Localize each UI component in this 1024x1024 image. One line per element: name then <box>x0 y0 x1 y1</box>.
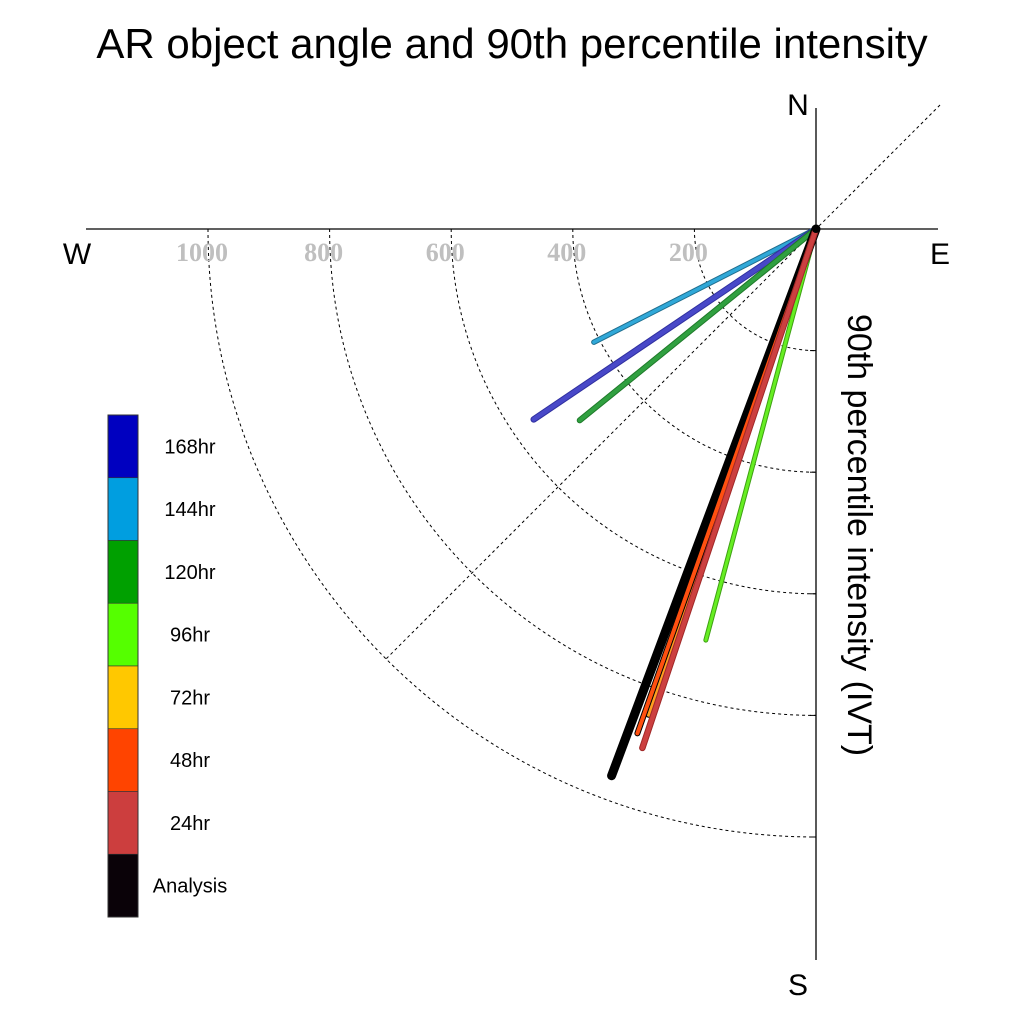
legend: 168hr 144hr 120hr 96hr 72hr 48hr 24hr Analysis <box>107 414 227 918</box>
legend-label: 24hr <box>170 813 210 835</box>
radial-gridline <box>207 228 817 838</box>
radial-tick-label: 800 <box>304 238 343 267</box>
legend-label: 168hr <box>164 436 215 458</box>
series-vector <box>592 227 818 344</box>
radial-tick-label: 600 <box>426 238 465 267</box>
series-vectors <box>530 224 821 781</box>
origin-point <box>812 225 820 233</box>
compass-axes <box>86 108 938 960</box>
radial-gridline <box>329 228 817 716</box>
series-vector <box>577 227 818 423</box>
legend-swatch <box>107 414 139 479</box>
series-vector <box>640 226 819 751</box>
radial-tick-label: 1000 <box>176 238 228 267</box>
y-axis-label: 90th percentile intensity (IVT) <box>840 314 878 756</box>
chart-title: AR object angle and 90th percentile inte… <box>96 20 927 67</box>
radial-gridline <box>693 228 817 352</box>
legend-label: 144hr <box>164 499 215 521</box>
legend-label: 96hr <box>170 625 210 647</box>
north-label: N <box>787 89 809 122</box>
legend-label: 120hr <box>164 562 215 584</box>
series-vector <box>704 227 818 642</box>
legend-swatch <box>107 853 139 918</box>
legend-label: 72hr <box>170 687 210 709</box>
west-label: W <box>63 238 92 271</box>
radial-tick-label: 200 <box>669 238 708 267</box>
east-label: E <box>930 238 950 271</box>
radial-gridline <box>450 228 817 595</box>
legend-swatch <box>107 791 139 855</box>
legend-swatch <box>107 728 139 792</box>
legend-swatch <box>107 602 139 667</box>
legend-label: 48hr <box>170 750 210 772</box>
radial-tick-labels: 200 400 600 800 1000 <box>176 238 708 267</box>
legend-label: Analysis <box>153 876 227 898</box>
legend-swatch <box>107 665 139 730</box>
diagonal-gridline <box>384 104 941 661</box>
legend-swatch <box>107 540 139 604</box>
series-vector <box>531 226 819 422</box>
radial-grid <box>207 104 941 838</box>
south-label: S <box>788 969 808 1002</box>
legend-swatch <box>107 477 139 541</box>
legend-frame <box>107 414 139 918</box>
radial-gridline <box>572 228 817 473</box>
radial-tick-label: 400 <box>547 238 586 267</box>
